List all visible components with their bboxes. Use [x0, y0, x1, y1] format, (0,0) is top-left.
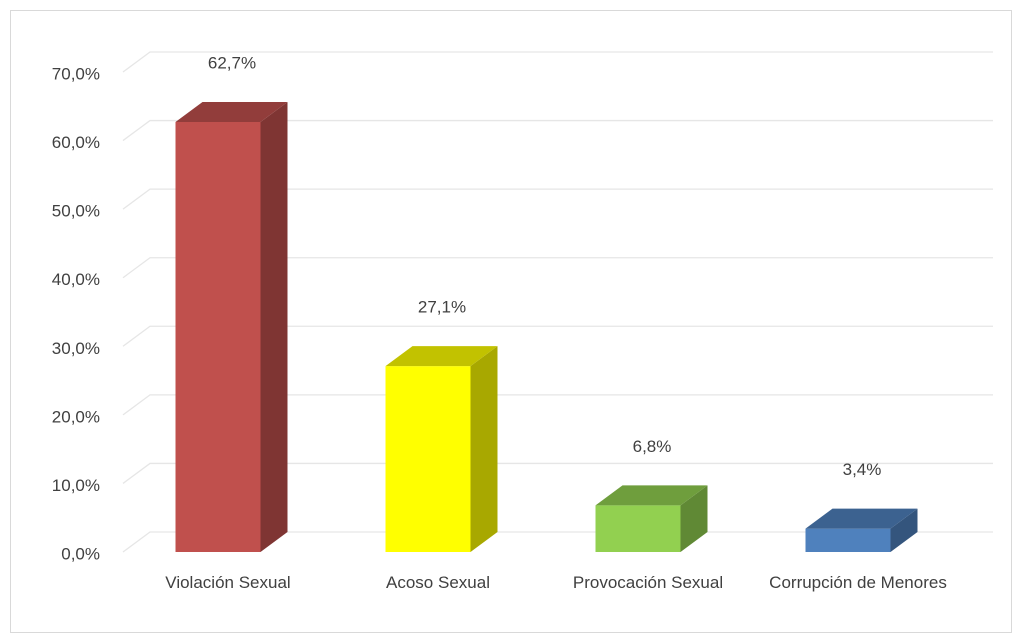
- bar-top: [595, 485, 708, 506]
- x-tick-label: Corrupción de Menores: [769, 573, 947, 592]
- grid-line: [122, 119, 993, 142]
- bar-top: [385, 346, 498, 367]
- y-tick-label: 30,0%: [52, 339, 100, 358]
- data-label: 3,4%: [843, 460, 882, 479]
- data-label: 62,7%: [208, 54, 256, 73]
- y-tick-label: 20,0%: [52, 407, 100, 426]
- bar-side: [680, 485, 708, 552]
- data-label: 6,8%: [633, 437, 672, 456]
- y-tick-label: 60,0%: [52, 133, 100, 152]
- bar-side: [470, 346, 498, 552]
- x-tick-label: Violación Sexual: [165, 573, 291, 592]
- grid-line: [122, 325, 993, 347]
- y-tick-label: 70,0%: [52, 64, 100, 83]
- bar-front: [595, 505, 681, 552]
- bar: [175, 102, 288, 553]
- bar-front: [385, 366, 471, 552]
- grid-line: [122, 257, 993, 279]
- bar-top: [175, 102, 288, 123]
- y-tick-label: 40,0%: [52, 270, 100, 289]
- data-label: 27,1%: [418, 298, 466, 317]
- grid-line: [122, 462, 993, 484]
- y-tick-label: 0,0%: [61, 544, 100, 563]
- bar: [805, 508, 918, 552]
- bar-front: [175, 122, 261, 553]
- bar-top: [805, 508, 918, 529]
- x-tick-label: Provocación Sexual: [572, 573, 724, 592]
- grid-line: [122, 188, 993, 210]
- bar-side: [260, 102, 288, 553]
- y-tick-label: 10,0%: [52, 476, 100, 495]
- grid-line: [122, 394, 993, 416]
- grid-line: [122, 51, 993, 73]
- y-tick-label: 50,0%: [52, 202, 100, 221]
- x-tick-label: Acoso Sexual: [386, 573, 490, 592]
- bar-front: [805, 528, 891, 552]
- grid-line: [122, 531, 993, 553]
- bar: [595, 485, 708, 552]
- bar-side: [890, 508, 918, 552]
- bar: [385, 346, 498, 552]
